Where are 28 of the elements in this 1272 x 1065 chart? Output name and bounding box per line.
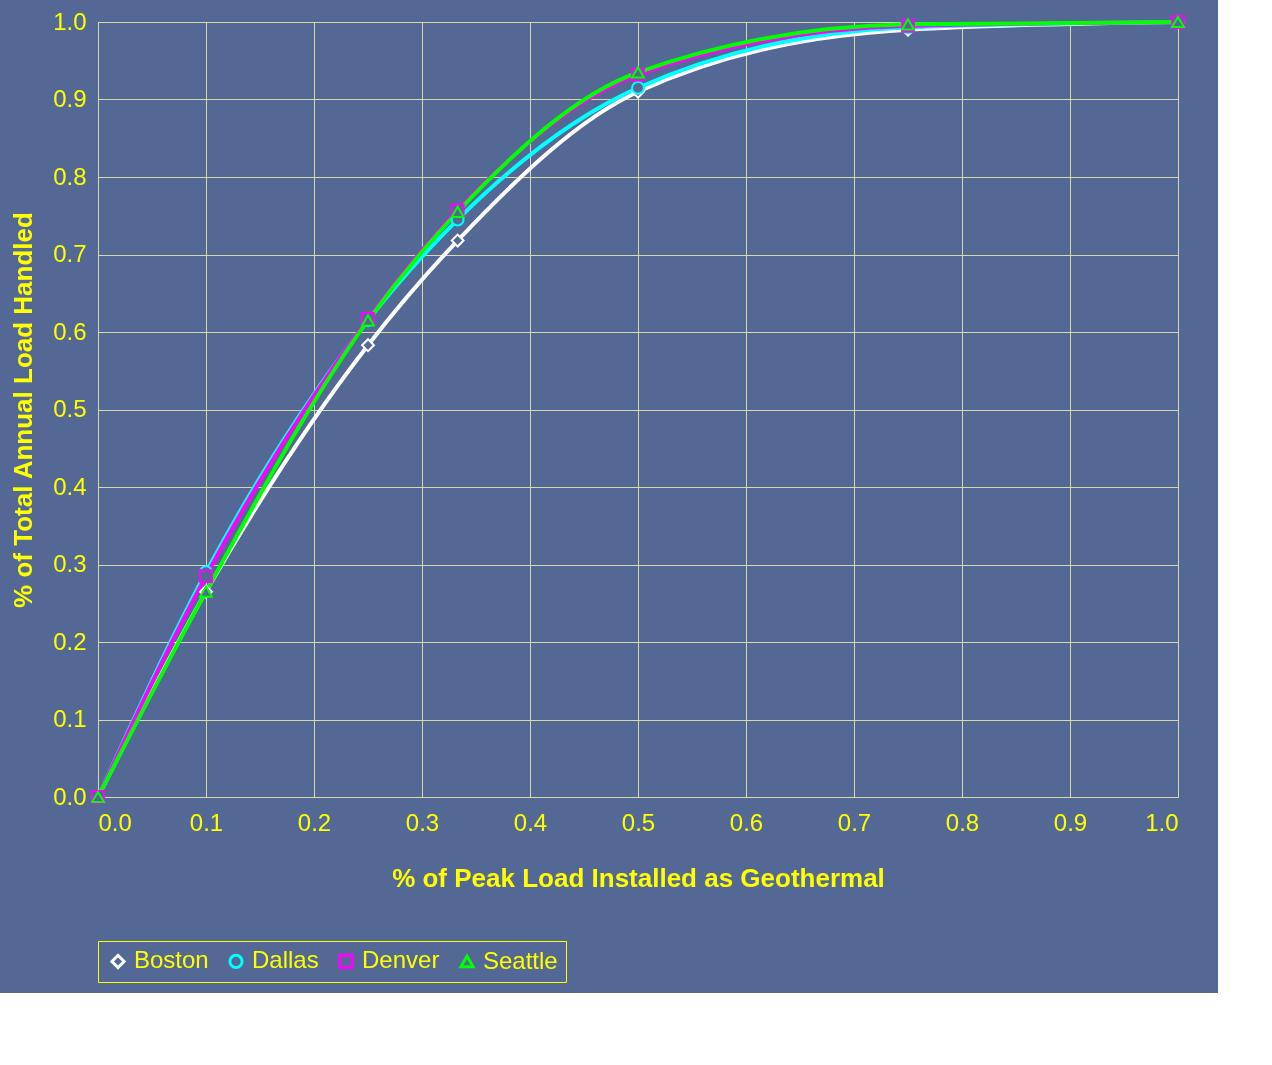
y-tick-label: 0.3 — [53, 550, 87, 577]
y-tick-label: 0.1 — [53, 705, 87, 732]
x-tick-label: 1.0 — [1145, 808, 1179, 836]
legend-label: Seattle — [483, 946, 558, 974]
y-tick-label: 0.5 — [53, 395, 87, 422]
x-tick-label: 0.4 — [513, 808, 548, 836]
y-tick-label: 1.0 — [53, 7, 87, 35]
x-tick-label: 0.5 — [621, 808, 656, 836]
y-tick-label: 0.9 — [53, 85, 87, 112]
y-tick-label: 0.6 — [53, 317, 87, 345]
legend-label: Boston — [134, 946, 209, 974]
x-tick-label: 0.7 — [837, 808, 872, 836]
legend-label: Denver — [362, 946, 440, 974]
x-tick-label: 0.1 — [189, 808, 224, 836]
x-tick-label: 0.6 — [729, 808, 764, 836]
x-tick-label: 0.9 — [1053, 808, 1088, 836]
x-tick-label: 0.2 — [297, 808, 332, 836]
y-tick-label: 0.4 — [53, 472, 87, 500]
x-tick-label: 0.0 — [98, 808, 132, 836]
x-tick-label: 0.3 — [405, 808, 440, 836]
x-axis-title: % of Peak Load Installed as Geothermal — [392, 862, 885, 893]
y-axis-title: % of Total Annual Load Handled — [8, 212, 39, 608]
y-tick-label: 0.0 — [53, 782, 87, 810]
x-tick-label: 0.8 — [945, 808, 980, 836]
y-tick-label: 0.7 — [53, 240, 87, 267]
y-tick-label: 0.2 — [53, 627, 87, 655]
legend-label: Dallas — [252, 946, 319, 974]
y-tick-label: 0.8 — [53, 162, 87, 190]
